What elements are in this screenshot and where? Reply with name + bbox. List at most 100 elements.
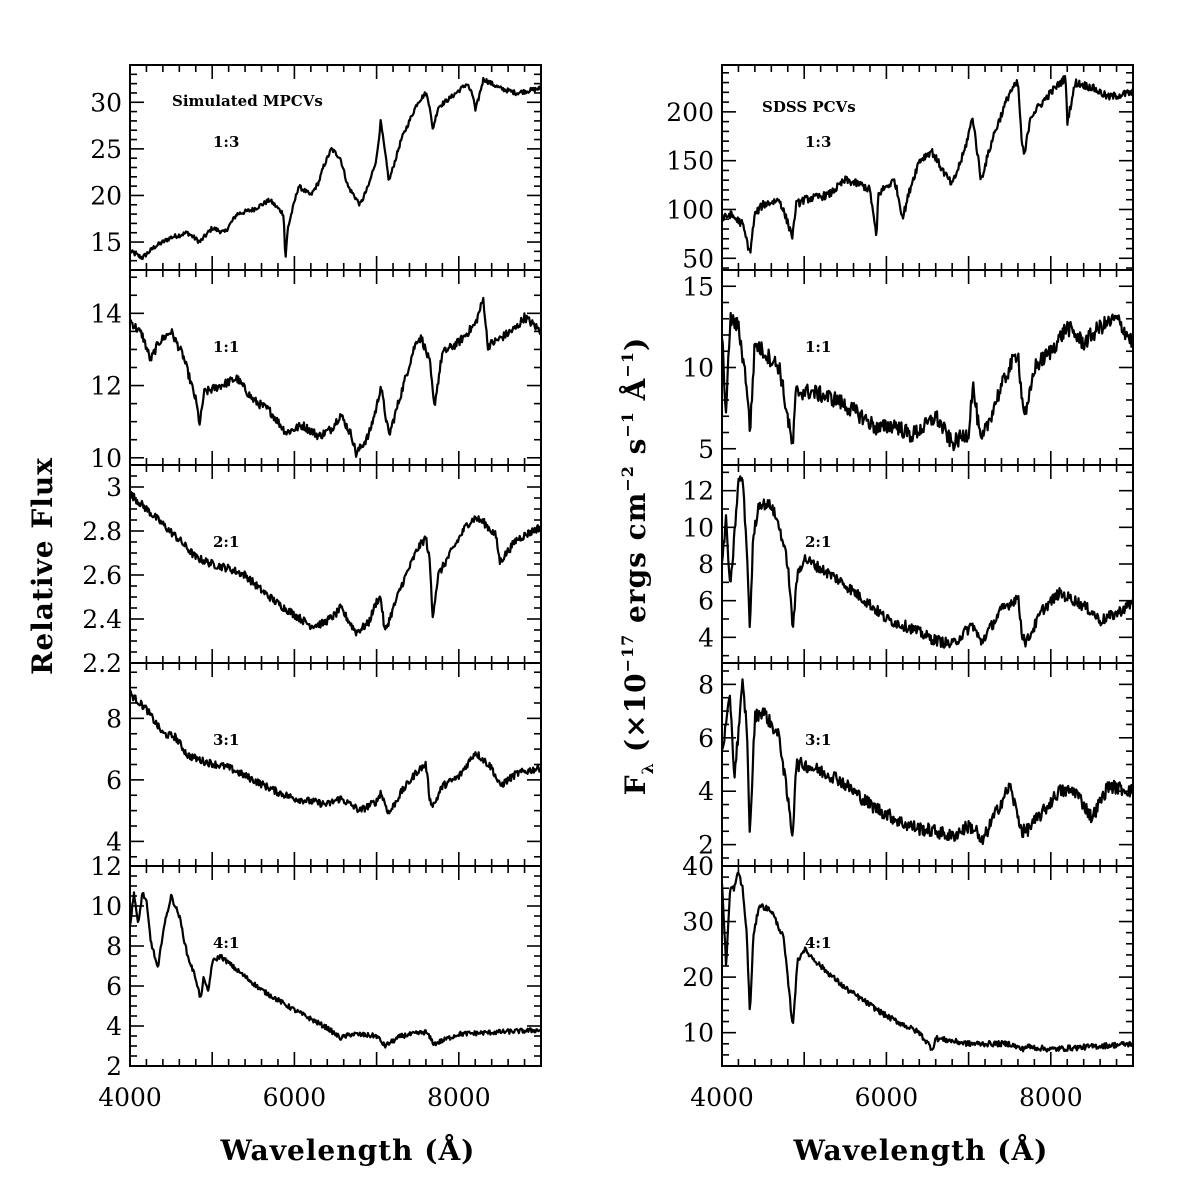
spectrum-line	[128, 891, 542, 1049]
panel-ratio-label: 2:1	[213, 533, 239, 551]
panel-frame	[721, 865, 1134, 1067]
right-panel-1-3: 50 100 150 200 1:3	[666, 64, 1134, 273]
x-tick-label: 8000	[427, 1083, 491, 1112]
left-panel-3-1: 4 6 8 3:1	[106, 662, 543, 867]
unit-part: Å	[618, 377, 652, 411]
y-tick-label: 10	[682, 1019, 714, 1048]
y-tick-label: 15	[682, 272, 714, 301]
panel-ratio-label: 1:1	[805, 338, 831, 356]
y-tick-label: 15	[90, 228, 122, 257]
y-tick-label: 12	[682, 477, 714, 506]
panel-frame	[129, 662, 542, 867]
left-corner-title: Simulated MPCVs	[172, 92, 323, 110]
y-tick-label: 6	[106, 766, 122, 795]
unit-exp: −1	[618, 411, 637, 438]
spectrum-line	[720, 871, 1135, 1053]
y-tick-label: 20	[682, 963, 714, 992]
y-tick-label: 50	[682, 244, 714, 273]
spectrum-line	[128, 76, 542, 261]
y-tick-label: 2.2	[82, 649, 122, 678]
panel-ratio-label: 4:1	[213, 934, 239, 952]
unit-part: s	[619, 438, 652, 466]
unit-part: ergs cm	[619, 492, 652, 634]
y-tick-label: 8	[106, 932, 122, 961]
y-tick-label: 2	[106, 1052, 122, 1081]
y-tick-label: 4	[106, 827, 122, 856]
panel-ratio-label: 4:1	[805, 934, 831, 952]
y-tick-label: 8	[698, 550, 714, 579]
y-tick-label: 20	[90, 181, 122, 210]
panel-ratio-label: 2:1	[805, 533, 831, 551]
left-panel-4-1: 2 4 6 8 10 12 4:1	[90, 852, 542, 1081]
spectrum-line	[720, 311, 1135, 452]
panel-frame	[721, 64, 1134, 271]
y-tick-label: 150	[666, 147, 714, 176]
y-tick-label: 30	[90, 88, 122, 117]
right-y-axis-title: Fλ(×10−17 ergs cm−2 s−1 Å−1)	[618, 337, 657, 795]
right-corner-title: SDSS PCVs	[762, 98, 856, 116]
y-tick-label: 40	[682, 852, 714, 881]
panel-frame	[129, 464, 542, 664]
unit-part: )	[619, 337, 652, 351]
y-tick-label: 4	[698, 777, 714, 806]
y-tick-label: 8	[106, 704, 122, 733]
y-tick-label: 25	[90, 135, 122, 164]
left-column: Simulated MPCVs Relative Flux Wavelength…	[26, 64, 543, 1167]
y-tick-label: 6	[698, 724, 714, 753]
left-panel-2-1: 2.2 2.4 2.6 2.8 3 2:1	[82, 464, 543, 678]
spectrum-line	[128, 296, 542, 458]
y-tick-label: 6	[698, 587, 714, 616]
panel-ratio-label: 1:3	[213, 133, 239, 151]
x-tick-label: 4000	[98, 1083, 162, 1112]
right-panel-2-1: 4 6 8 10 12 2:1	[682, 464, 1135, 664]
panel-ratio-label: 1:3	[805, 133, 831, 151]
panel-frame	[721, 269, 1134, 466]
y-tick-label: 8	[698, 670, 714, 699]
y-tick-label: 2.8	[82, 517, 122, 546]
unit-exp: −1	[618, 351, 637, 378]
y-tick-label: 10	[682, 354, 714, 383]
right-x-axis-title: Wavelength (Å)	[793, 1133, 1049, 1167]
spectrum-line	[720, 75, 1134, 254]
x-tick-label: 8000	[1019, 1083, 1083, 1112]
unit-exp: −2	[618, 465, 637, 492]
unit-part: (×10	[619, 672, 652, 752]
right-panel-4-1: 10 20 30 40 4:1	[682, 852, 1135, 1067]
left-panels: 15 20 25 30 1:3 10 12 14 1:1 2.2 2.4 2.6 2.8 3 2:1 4 6 8 3…	[82, 64, 543, 1112]
y-tick-label: 10	[90, 444, 122, 473]
left-y-axis-title: Relative Flux	[26, 457, 59, 675]
spectrum-line	[128, 690, 543, 815]
panel-ratio-label: 3:1	[805, 731, 831, 749]
y-tick-label: 5	[698, 435, 714, 464]
y-tick-label: 10	[682, 513, 714, 542]
x-tick-label: 6000	[855, 1083, 919, 1112]
panel-ratio-label: 3:1	[213, 731, 239, 749]
y-tick-label: 4	[698, 623, 714, 652]
left-x-axis-title: Wavelength (Å)	[220, 1133, 476, 1167]
y-tick-label: 4	[106, 1012, 122, 1041]
panel-ratio-label: 1:1	[213, 338, 239, 356]
right-panel-1-1: 5 10 15 1:1	[682, 269, 1135, 466]
y-tick-label: 12	[90, 372, 122, 401]
y-tick-label: 30	[682, 908, 714, 937]
y-tick-label: 12	[90, 852, 122, 881]
y-tick-label: 100	[666, 195, 714, 224]
y-tick-label: 6	[106, 972, 122, 1001]
right-panel-3-1: 2 4 6 8 3:1	[698, 662, 1134, 867]
right-column: SDSS PCVs Fλ(×10−17 ergs cm−2 s−1 Å−1) W…	[618, 64, 1135, 1167]
y-tick-label: 3	[106, 473, 122, 502]
x-tick-label: 4000	[690, 1083, 754, 1112]
y-tick-label: 2.6	[82, 561, 122, 590]
flux-symbol: F	[619, 774, 652, 795]
right-panels: 50 100 150 200 1:3 5 10 15 1:1 4 6 8 10 12 2:1 2 4 6 8 3:1 1…	[666, 64, 1135, 1112]
left-panel-1-1: 10 12 14 1:1	[90, 269, 542, 473]
y-tick-label: 10	[90, 892, 122, 921]
spectrum-line	[128, 490, 543, 637]
panel-frame	[129, 269, 542, 466]
unit-exp: −17	[618, 634, 637, 673]
y-tick-label: 2	[698, 831, 714, 860]
flux-subscript: λ	[638, 762, 657, 774]
spectrum-line	[720, 475, 1135, 649]
y-tick-label: 2.4	[82, 605, 122, 634]
